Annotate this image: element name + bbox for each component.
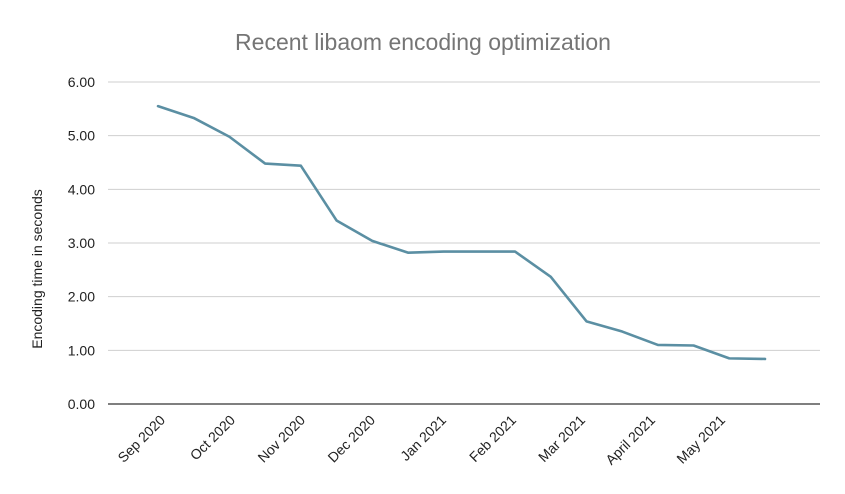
y-tick-label: 4.00 — [68, 181, 95, 197]
x-tick-label: May 2021 — [673, 412, 728, 467]
data-point — [264, 162, 266, 164]
data-point — [157, 105, 159, 107]
data-point — [621, 330, 623, 332]
data-point — [193, 117, 195, 119]
data-point — [657, 344, 659, 346]
y-tick-label: 5.00 — [68, 128, 95, 144]
y-tick-label: 3.00 — [68, 235, 95, 251]
x-tick-label: Nov 2020 — [254, 412, 308, 466]
y-tick-labels: 0.00 1.00 2.00 3.00 4.00 5.00 6.00 — [68, 74, 95, 412]
x-tick-label: Dec 2020 — [324, 412, 378, 466]
x-tick-label: Jan 2021 — [397, 412, 449, 464]
data-point — [335, 219, 337, 221]
data-point — [514, 250, 516, 252]
data-point — [407, 251, 409, 253]
x-tick-label: Feb 2021 — [466, 412, 519, 465]
grid-lines — [108, 81, 820, 351]
data-point — [478, 250, 480, 252]
y-axis-label: Encoding time in seconds — [29, 189, 45, 349]
x-tick-label: Oct 2020 — [187, 412, 239, 464]
y-tick-label: 1.00 — [68, 342, 95, 358]
data-point — [728, 357, 730, 359]
data-point — [764, 358, 766, 360]
data-point — [585, 320, 587, 322]
y-tick-label: 0.00 — [68, 396, 95, 412]
x-tick-label: April 2021 — [602, 412, 658, 468]
chart-title: Recent libaom encoding optimization — [235, 29, 611, 55]
series-line — [156, 104, 767, 361]
y-tick-label: 2.00 — [68, 289, 95, 305]
x-tick-label: Sep 2020 — [114, 412, 168, 466]
data-point — [442, 250, 444, 252]
y-tick-label: 6.00 — [68, 74, 95, 90]
x-tick-labels: Sep 2020 Oct 2020 Nov 2020 Dec 2020 Jan 2021… — [114, 412, 728, 468]
data-point — [550, 276, 552, 278]
data-point — [300, 165, 302, 167]
series-layer — [156, 104, 767, 361]
data-point — [692, 344, 694, 346]
data-point — [371, 240, 373, 242]
x-tick-label: Mar 2021 — [535, 412, 588, 465]
data-point — [228, 136, 230, 138]
